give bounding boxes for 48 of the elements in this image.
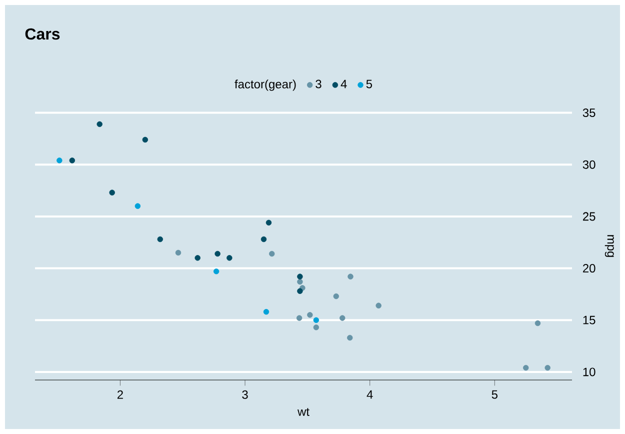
point (157, 236, 164, 242)
legend-label: 4 (340, 80, 347, 88)
y-tick-label: 30 (582, 160, 596, 169)
point (313, 317, 320, 323)
legend-label: 5 (366, 80, 372, 88)
legend-title: factor(gear) (234, 80, 296, 91)
point (266, 220, 272, 226)
y-axis-title: mpg (604, 235, 614, 257)
point (313, 324, 320, 330)
point (213, 268, 220, 274)
x-tick-label: 2 (117, 390, 123, 399)
y-tick-label: 25 (583, 212, 596, 221)
point (260, 236, 267, 242)
point (297, 278, 303, 285)
y-tick-label: 10 (583, 368, 596, 376)
x-tick-label: 3 (242, 390, 248, 399)
y-tick-label: 20 (583, 264, 596, 273)
point (96, 121, 102, 128)
point (194, 255, 200, 261)
point (534, 320, 541, 326)
point (333, 293, 340, 300)
point (347, 334, 353, 341)
point (307, 312, 313, 318)
point (175, 250, 182, 256)
point (296, 315, 302, 321)
point (134, 203, 141, 209)
point (214, 250, 220, 257)
y-tick-label: 15 (583, 316, 596, 324)
chart-title: Cars (25, 28, 60, 40)
point (544, 364, 550, 371)
point (340, 315, 346, 321)
point (348, 274, 354, 280)
x-axis-title: wt (297, 408, 310, 416)
legend-label: 3 (316, 80, 322, 88)
point (297, 288, 303, 294)
point (69, 158, 76, 164)
point (142, 136, 148, 143)
x-tick-label: 5 (492, 390, 498, 399)
point (376, 302, 382, 308)
y-tick-label: 35 (582, 108, 596, 118)
x-tick-label: 4 (366, 390, 373, 399)
point (226, 255, 232, 261)
point (269, 250, 275, 257)
point (263, 308, 270, 315)
point (56, 158, 62, 164)
point (109, 190, 115, 196)
point (297, 274, 303, 280)
point (523, 364, 529, 371)
